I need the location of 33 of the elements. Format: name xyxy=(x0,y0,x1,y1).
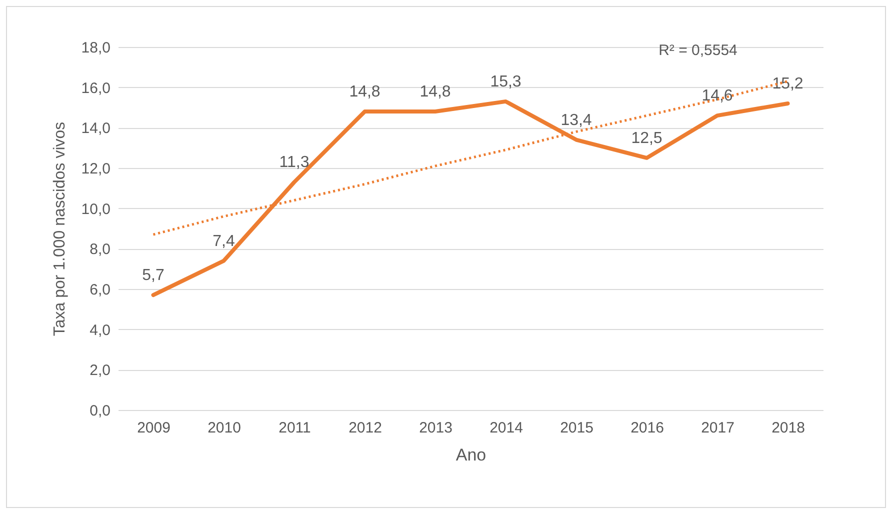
x-tick-label: 2015 xyxy=(560,420,594,436)
y-tick-label: 2,0 xyxy=(90,362,110,380)
y-tick-label: 0,0 xyxy=(90,402,110,420)
y-axis-title: Taxa por 1.000 nascidos vivos xyxy=(51,122,68,336)
x-tick-label: 2018 xyxy=(772,420,805,436)
x-tick-label: 2017 xyxy=(701,420,734,436)
x-tick-label: 2012 xyxy=(348,420,382,436)
x-axis-title: Ano xyxy=(456,446,486,464)
data-label: 11,3 xyxy=(279,154,310,172)
annotation: R² = 0,5554 xyxy=(658,42,738,59)
data-label: 15,2 xyxy=(772,75,804,92)
data-label: 15,3 xyxy=(490,73,522,90)
x-tick-label: 2010 xyxy=(208,420,241,436)
data-label: 14,8 xyxy=(420,84,451,101)
x-tick-label: 2011 xyxy=(278,420,311,436)
y-tick-label: 8,0 xyxy=(90,241,110,258)
x-tick-label: 2014 xyxy=(490,420,523,436)
data-label: 12,5 xyxy=(631,130,662,147)
data-label: 5,7 xyxy=(142,267,164,284)
y-tick-label: 14,0 xyxy=(81,120,110,138)
y-tick-label: 4,0 xyxy=(90,322,110,339)
y-tick-label: 10,0 xyxy=(81,200,110,218)
data-label: 7,4 xyxy=(212,232,235,250)
data-label: 14,6 xyxy=(702,88,733,105)
data-label: 13,4 xyxy=(560,112,592,129)
x-tick-label: 2013 xyxy=(419,420,452,436)
x-tick-label: 2009 xyxy=(137,420,170,436)
y-tick-label: 6,0 xyxy=(90,282,110,298)
y-tick-label: 12,0 xyxy=(81,160,110,178)
y-tick-label: 18,0 xyxy=(81,40,110,56)
x-tick-label: 2016 xyxy=(630,420,664,436)
y-tick-label: 16,0 xyxy=(81,80,110,97)
data-label: 14,8 xyxy=(349,84,380,101)
